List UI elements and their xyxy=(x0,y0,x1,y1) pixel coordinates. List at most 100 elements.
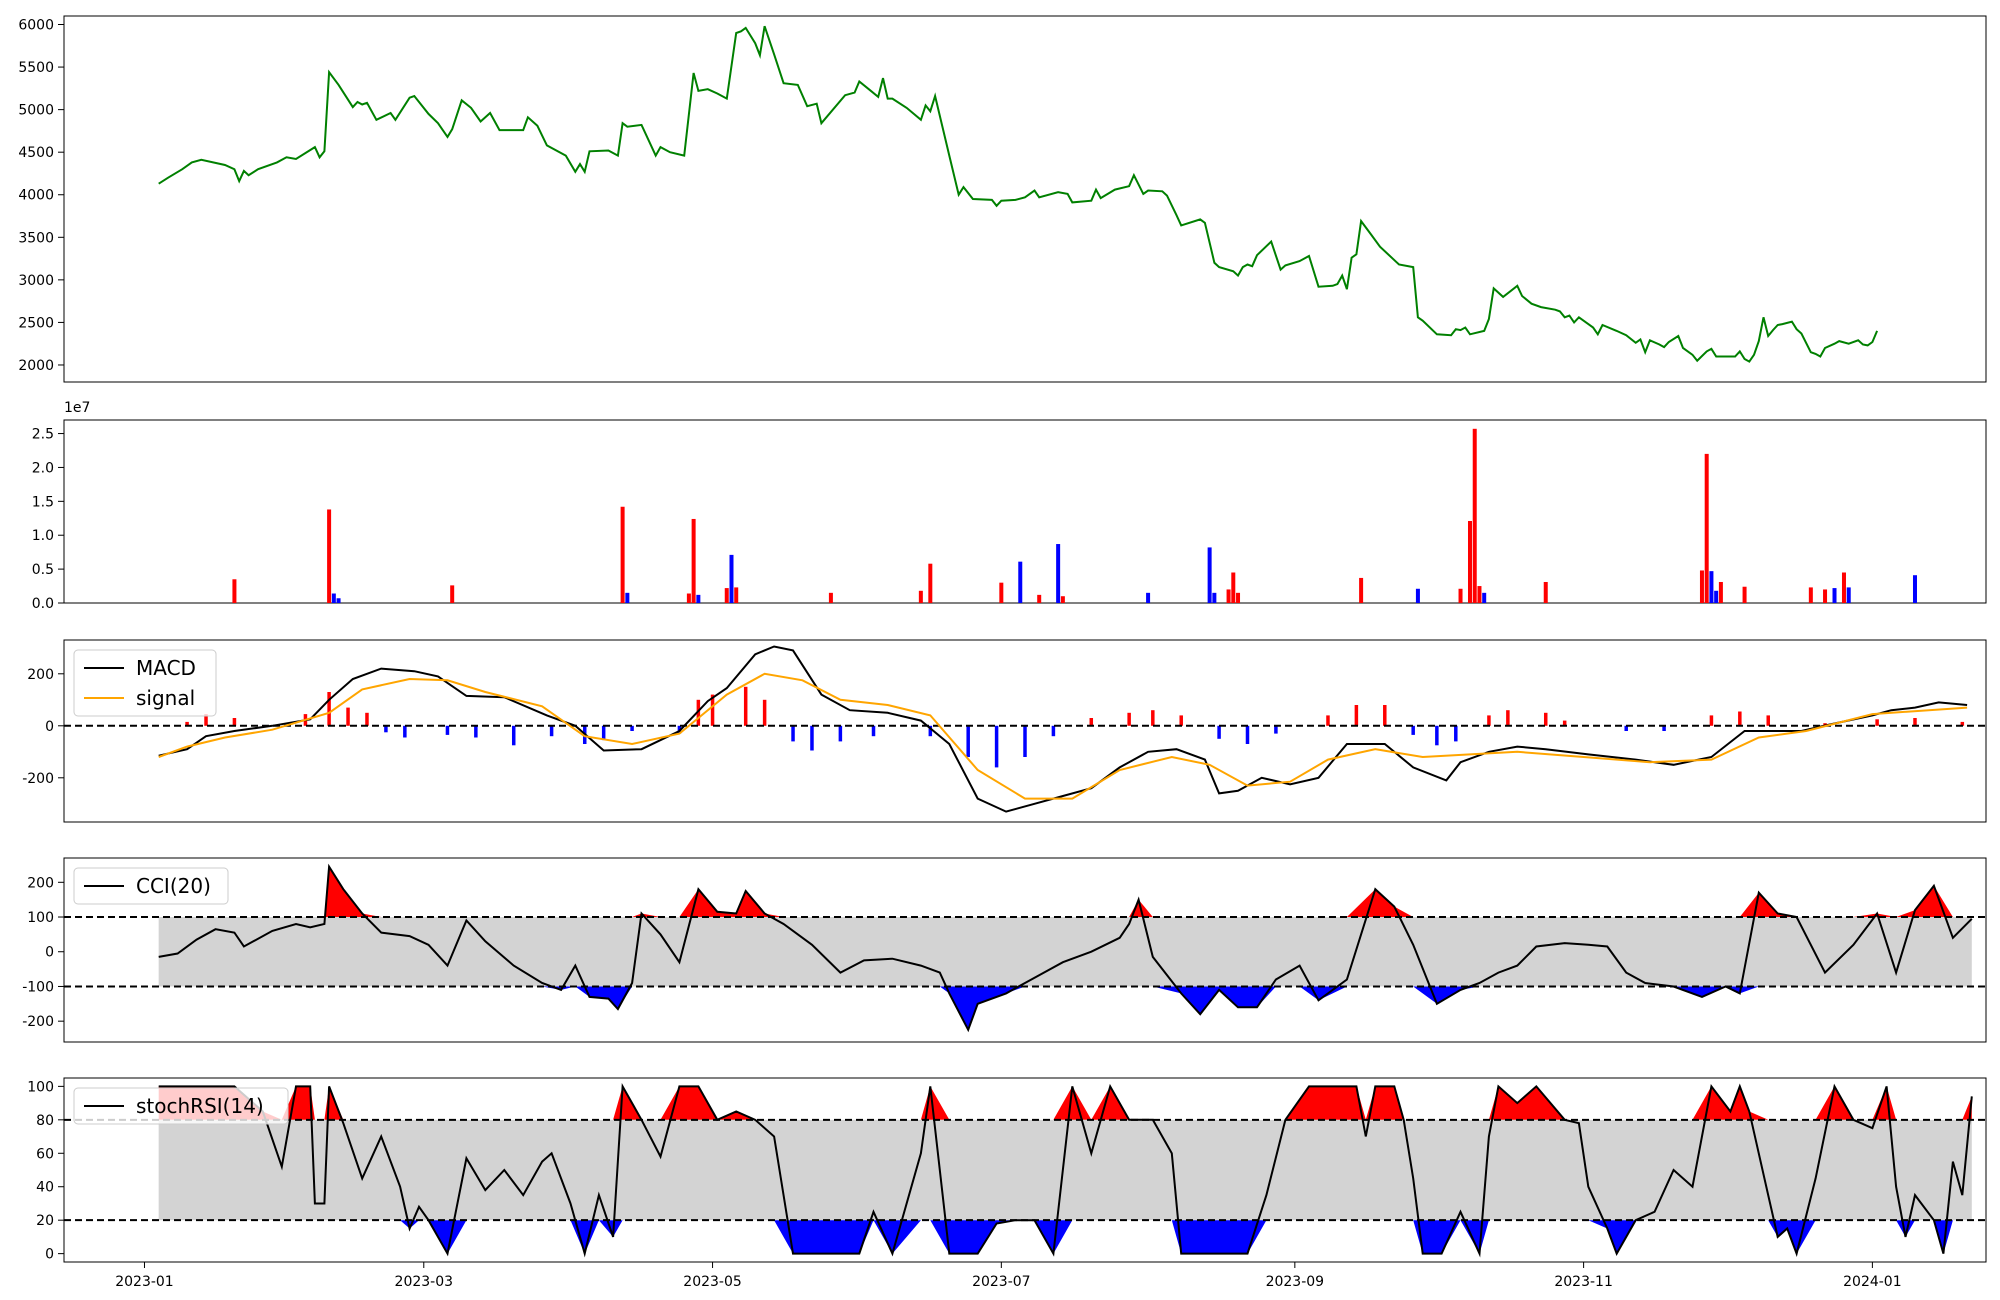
macd-hist-bar xyxy=(1562,720,1567,726)
volume-bar xyxy=(232,579,237,603)
volume-bar xyxy=(331,593,336,603)
y-tick-label: -200 xyxy=(22,771,54,787)
macd-series-macd xyxy=(158,645,1968,813)
volume-bar xyxy=(729,554,734,603)
x-tick-label: 2023-09 xyxy=(1266,1274,1325,1290)
macd-hist-bar xyxy=(185,721,189,726)
volume-bar xyxy=(1472,428,1477,603)
neutral-band xyxy=(158,1119,1972,1221)
panel-frame xyxy=(63,419,1987,604)
x-tick-label: 2024-01 xyxy=(1843,1274,1902,1290)
legend-label: CCI(20) xyxy=(136,874,211,898)
macd-hist-bar xyxy=(1454,725,1458,742)
volume-bar xyxy=(1714,590,1719,603)
price-panel: 2000 2500 3000 3500 4000 4500 5000 5500 6000 xyxy=(18,15,1987,383)
price-line xyxy=(158,25,1879,363)
macd-hist-bar xyxy=(791,725,795,742)
y-tick-label: 100 xyxy=(27,910,54,926)
macd-hist-bar xyxy=(743,686,748,726)
volume-bar xyxy=(734,587,739,603)
volume-bar xyxy=(1846,587,1851,603)
macd-hist-bar xyxy=(1624,725,1628,731)
cci-panel: -200 -100 0 100 200 CCI(20) xyxy=(22,857,1987,1043)
legend-label: signal xyxy=(136,686,195,710)
y-tick-label: 0 xyxy=(45,719,54,735)
volume-bar xyxy=(1482,592,1487,603)
volume-bar xyxy=(1709,571,1714,603)
y-tick-label: 5500 xyxy=(18,60,54,76)
macd-hist-bar xyxy=(1179,715,1183,726)
y-tick-label: 100 xyxy=(27,1079,54,1095)
volume-bar xyxy=(1823,589,1828,603)
y-tick-label: 3000 xyxy=(18,273,54,289)
macd-hist-bar xyxy=(1435,725,1439,746)
volume-bar xyxy=(1912,575,1917,603)
macd-hist-bar xyxy=(1487,715,1491,726)
volume-bar xyxy=(691,518,696,603)
macd-hist-bar xyxy=(549,725,554,737)
macd-hist-bar xyxy=(1274,725,1278,734)
macd-hist-bar xyxy=(1543,712,1548,726)
macd-hist-bar xyxy=(696,699,701,726)
macd-hist-bar xyxy=(1127,712,1131,726)
volume-bar xyxy=(1037,594,1042,603)
volume-bar xyxy=(1467,520,1472,603)
y-tick-label: 200 xyxy=(27,667,54,683)
volume-bar xyxy=(1231,572,1236,603)
y-tick-label: 80 xyxy=(36,1113,54,1129)
macd-hist-bar xyxy=(403,725,407,738)
volume-bar xyxy=(1543,581,1548,603)
x-tick-label: 2023-11 xyxy=(1554,1274,1613,1290)
volume-bar xyxy=(1212,592,1217,603)
y-tick-label: 20 xyxy=(36,1213,54,1229)
volume-bar xyxy=(1477,586,1482,603)
macd-hist-bar xyxy=(1051,725,1056,737)
macd-hist-bar xyxy=(994,725,999,768)
volume-bar xyxy=(928,563,933,603)
x-tick-label: 2023-03 xyxy=(395,1274,454,1290)
macd-hist-bar xyxy=(762,699,767,726)
volume-bar xyxy=(724,588,729,603)
x-tick-label: 2023-07 xyxy=(972,1274,1031,1290)
macd-hist-bar xyxy=(1766,715,1770,726)
macd-hist-bar xyxy=(1709,715,1714,726)
y-tick-label: 2500 xyxy=(18,315,54,331)
macd-hist-bar xyxy=(474,725,478,738)
volume-bar xyxy=(828,592,833,603)
macd-hist-bar xyxy=(1217,725,1221,739)
volume-bar xyxy=(1832,588,1837,603)
macd-hist-bar xyxy=(1089,718,1094,726)
panel-frame xyxy=(63,15,1987,383)
x-tick-label: 2023-05 xyxy=(683,1274,742,1290)
macd-series-signal xyxy=(158,672,1968,800)
oversold-fill xyxy=(158,986,1972,1030)
macd-hist-bar xyxy=(1823,723,1827,726)
macd-hist-bar xyxy=(1913,718,1917,726)
y-tick-label: 3500 xyxy=(18,230,54,246)
y-tick-label: 2000 xyxy=(18,358,54,374)
y-tick-label: 4500 xyxy=(18,145,54,161)
macd-hist-bar xyxy=(232,718,237,726)
volume-bar xyxy=(1841,572,1846,603)
volume-bar xyxy=(1458,588,1463,603)
y-tick-label: 0.5 xyxy=(32,562,54,578)
volume-bar xyxy=(1742,586,1747,603)
macd-hist-bar xyxy=(327,692,331,726)
volume-bar xyxy=(620,506,625,603)
macd-hist-bar xyxy=(365,712,369,726)
volume-bar xyxy=(1226,589,1231,603)
volume-bar xyxy=(1704,453,1709,603)
panel-frame xyxy=(63,639,1987,823)
x-axis: 2023-01 2023-03 2023-05 2023-07 2023-09 2023-… xyxy=(115,1262,1902,1290)
volume-bar xyxy=(625,592,630,603)
y-tick-label: 0.0 xyxy=(32,596,54,612)
legend-box xyxy=(73,649,217,717)
legend-box xyxy=(73,1087,289,1125)
volume-bar xyxy=(1718,581,1723,603)
y-tick-label: 60 xyxy=(36,1146,54,1162)
offset-text: 1e7 xyxy=(64,400,90,416)
macd-hist-bar xyxy=(1662,725,1666,731)
volume-bar xyxy=(1359,577,1364,603)
macd-hist-bar xyxy=(1326,715,1330,726)
